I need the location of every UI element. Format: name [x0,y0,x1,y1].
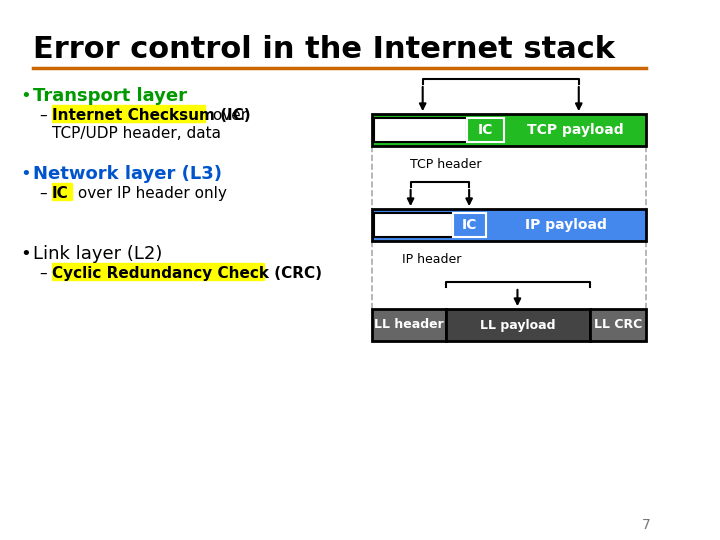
Text: Network layer (L3): Network layer (L3) [32,165,222,183]
Bar [467,118,505,142]
Text: LL header: LL header [374,319,444,332]
Text: IC: IC [478,123,493,137]
Bar [446,309,590,341]
Text: Link layer (L2): Link layer (L2) [32,245,162,263]
Bar [372,209,646,241]
Text: TCP/UDP header, data: TCP/UDP header, data [52,126,221,141]
Bar [590,309,646,341]
Text: •: • [20,87,31,105]
Bar [52,263,264,280]
Bar [52,105,205,122]
Text: IC: IC [462,218,477,232]
Text: •: • [20,165,31,183]
Text: LL CRC: LL CRC [594,319,642,332]
Bar [372,309,446,341]
Bar [372,114,646,146]
Text: Error control in the Internet stack: Error control in the Internet stack [32,35,614,64]
Text: LL payload: LL payload [480,319,555,332]
Text: IC: IC [52,186,69,201]
Bar [374,118,467,142]
Text: –: – [39,108,47,123]
Bar [52,183,73,200]
Text: Internet Checksum (IC): Internet Checksum (IC) [52,108,251,123]
Text: TCP payload: TCP payload [527,123,624,137]
Text: Cyclic Redundancy Check (CRC): Cyclic Redundancy Check (CRC) [52,266,322,281]
Text: IP header: IP header [402,253,462,266]
Text: TCP header: TCP header [410,158,482,171]
Text: Transport layer: Transport layer [32,87,186,105]
Text: over IP header only: over IP header only [73,186,228,201]
Text: •: • [20,245,31,263]
Text: over: over [208,108,247,123]
Text: 7: 7 [642,518,650,532]
Text: –: – [39,266,47,281]
Text: –: – [39,186,47,201]
Bar [454,213,486,237]
Bar [374,213,454,237]
Text: IP payload: IP payload [525,218,607,232]
